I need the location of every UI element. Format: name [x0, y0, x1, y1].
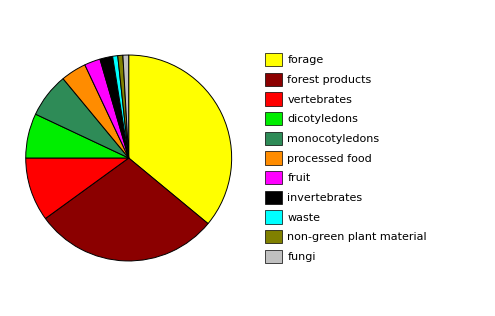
Wedge shape — [36, 79, 129, 158]
Wedge shape — [112, 56, 129, 158]
Wedge shape — [100, 56, 129, 158]
Wedge shape — [46, 158, 208, 261]
Wedge shape — [129, 55, 232, 224]
Wedge shape — [118, 55, 129, 158]
Wedge shape — [123, 55, 129, 158]
Wedge shape — [26, 158, 129, 219]
Legend: forage, forest products, vertebrates, dicotyledons, monocotyledons, processed fo: forage, forest products, vertebrates, di… — [263, 51, 429, 265]
Wedge shape — [85, 59, 129, 158]
Wedge shape — [63, 65, 129, 158]
Wedge shape — [26, 114, 129, 158]
